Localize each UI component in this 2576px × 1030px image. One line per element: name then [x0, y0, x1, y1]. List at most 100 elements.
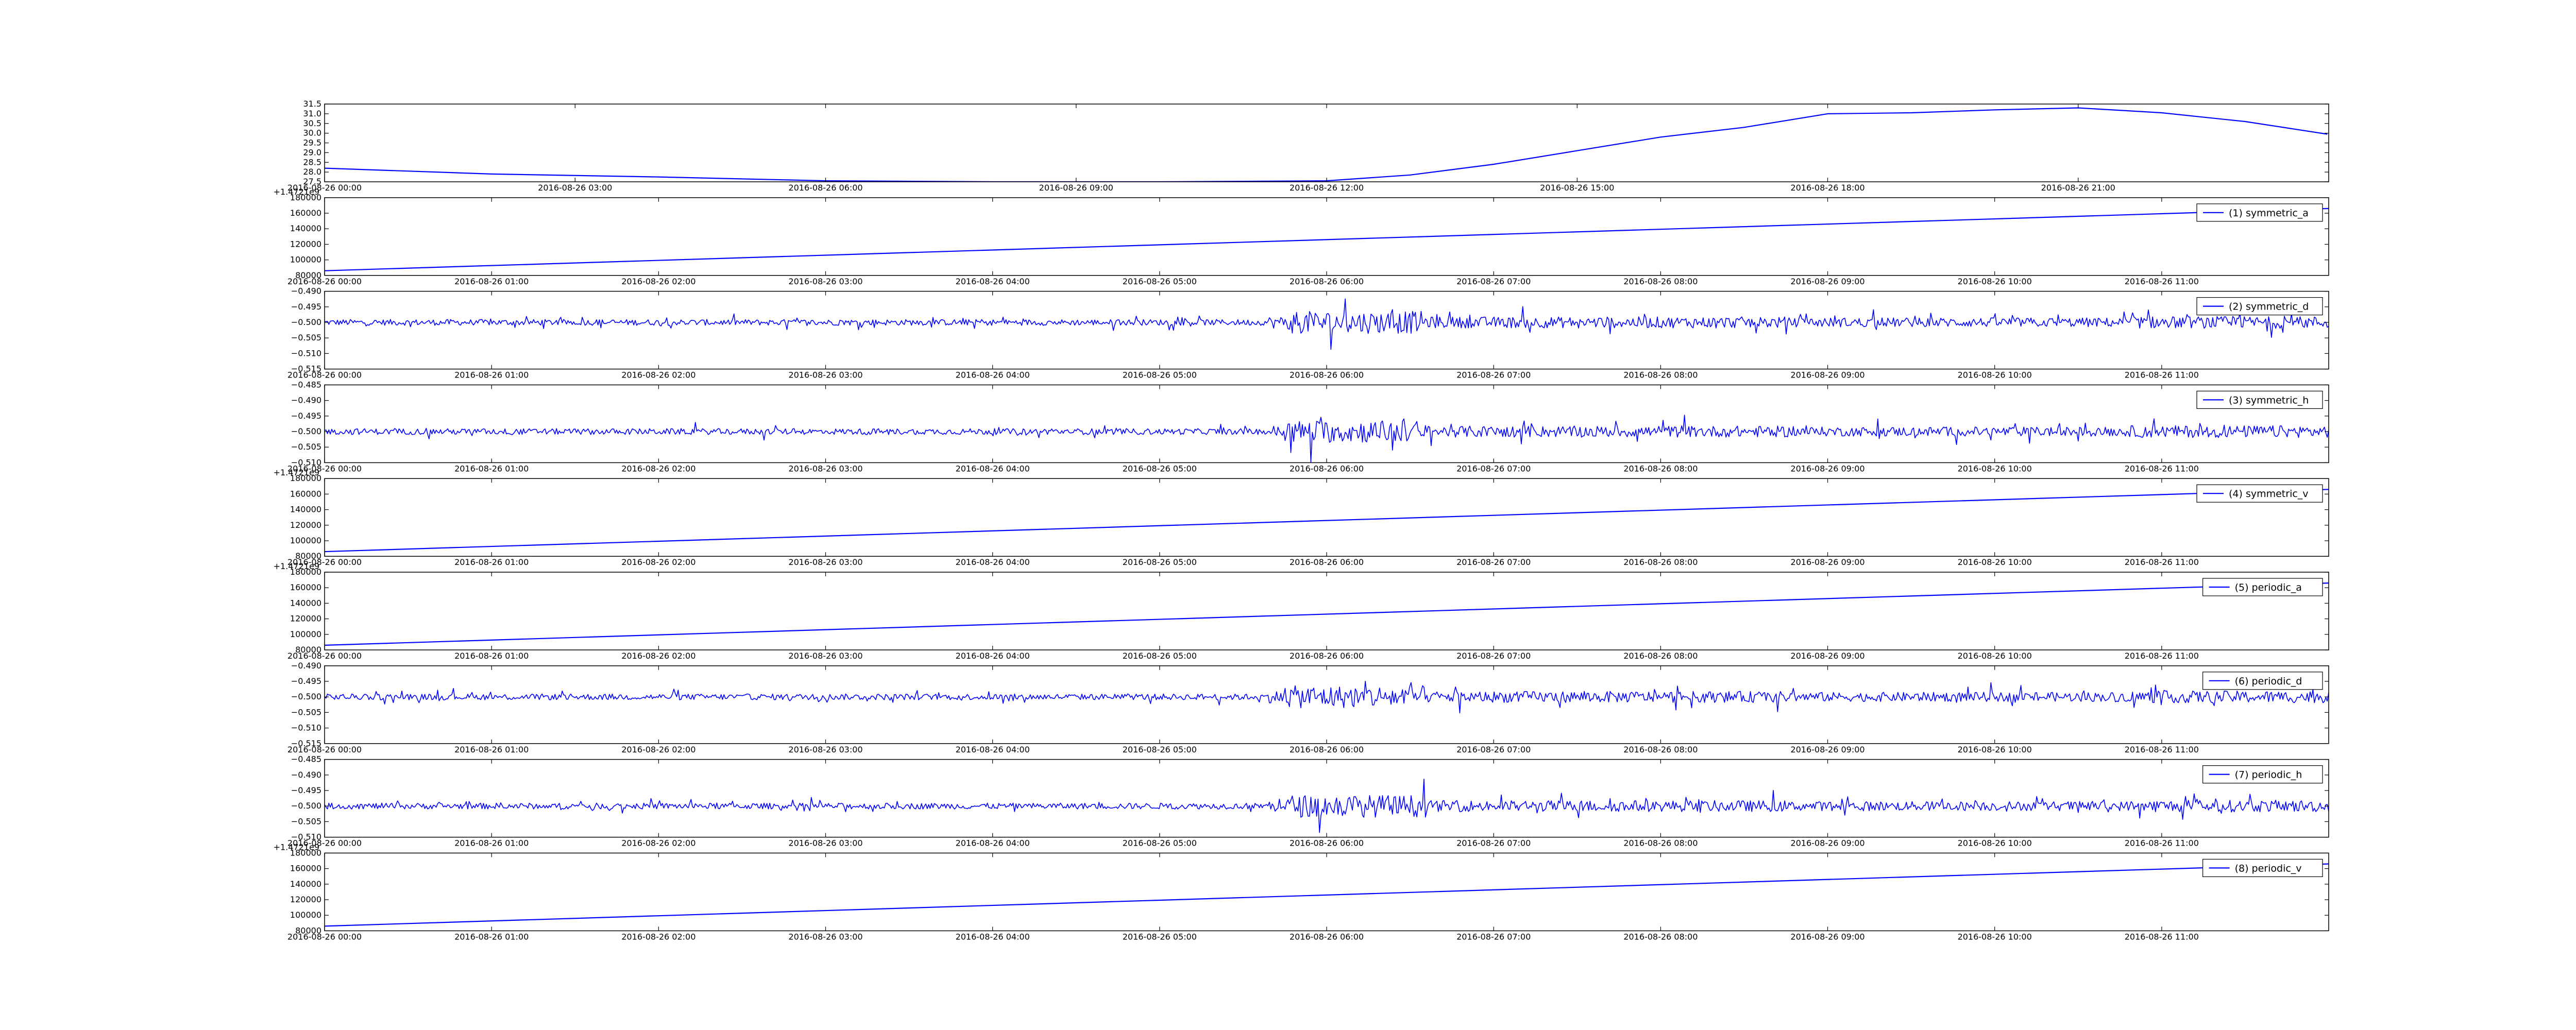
axes-frame-7 [324, 759, 2329, 838]
x-offset-label: +1.4721e9 [274, 187, 319, 197]
x-tick-label: 2016-08-26 15:00 [1540, 183, 1614, 193]
x-tick-label: 2016-08-26 08:00 [1623, 557, 1698, 567]
y-tick-label: −0.505 [291, 707, 321, 717]
legend-entry: (8) periodic_v [2235, 863, 2302, 874]
x-tick-label: 2016-08-26 09:00 [1790, 745, 1865, 754]
y-tick-label: −0.505 [291, 333, 321, 342]
x-tick-label: 2016-08-26 04:00 [956, 932, 1030, 941]
x-tick-label: 2016-08-26 01:00 [454, 277, 529, 286]
y-tick-label: −0.495 [291, 676, 321, 686]
x-tick-label: 2016-08-26 11:00 [2125, 370, 2199, 380]
x-tick-label: 2016-08-26 10:00 [1958, 745, 2032, 754]
x-tick-label: 2016-08-26 00:00 [287, 932, 362, 941]
x-tick-label: 2016-08-26 06:00 [1290, 745, 1364, 754]
x-tick-label: 2016-08-26 11:00 [2125, 932, 2199, 941]
x-tick-label: 2016-08-26 07:00 [1456, 370, 1531, 380]
y-tick-label: −0.495 [291, 302, 321, 312]
legend: (4) symmetric_v [2196, 484, 2323, 503]
legend-entry: (7) periodic_h [2235, 769, 2302, 781]
x-tick-label: 2016-08-26 06:00 [1290, 557, 1364, 567]
legend: (7) periodic_h [2202, 765, 2323, 784]
panel-5: 80000 100000 120000 140000 160000 180000 2016-… [274, 561, 2329, 661]
x-tick-label: 2016-08-26 21:00 [2041, 183, 2115, 193]
x-tick-label: 2016-08-26 09:00 [1790, 464, 1865, 473]
y-tick-label: −0.490 [291, 661, 321, 671]
y-tick-label: 140000 [290, 505, 321, 514]
x-tick-label: 2016-08-26 03:00 [788, 464, 862, 473]
axes-frame-2 [324, 290, 2329, 370]
x-tick-label: 2016-08-26 00:00 [287, 370, 362, 380]
y-tick-label: 180000 [290, 473, 321, 483]
y-tick-label: 140000 [290, 598, 321, 608]
legend-box [2196, 390, 2323, 409]
series-line-5-0 [325, 582, 2329, 646]
x-offset-label: +1.4721e9 [274, 842, 319, 852]
x-tick-label: 2016-08-26 02:00 [621, 651, 696, 661]
y-tick-label: −0.510 [291, 457, 321, 467]
x-tick-label: 2016-08-26 11:00 [2125, 557, 2199, 567]
x-tick-label: 2016-08-26 11:00 [2125, 745, 2199, 754]
x-tick-label: 2016-08-26 09:00 [1790, 277, 1865, 286]
series-line-3-0 [325, 415, 2329, 463]
series-line-8-0 [325, 863, 2329, 927]
y-tick-label: 100000 [290, 629, 321, 639]
x-tick-label: 2016-08-26 03:00 [788, 745, 862, 754]
legend: (8) periodic_v [2202, 859, 2323, 878]
y-tick-label: −0.510 [291, 832, 321, 842]
x-tick-label: 2016-08-26 10:00 [1958, 557, 2032, 567]
legend-entry: (3) symmetric_h [2229, 394, 2309, 406]
x-tick-label: 2016-08-26 01:00 [454, 464, 529, 473]
y-tick-label: 100000 [290, 536, 321, 545]
x-tick-label: 2016-08-26 05:00 [1123, 557, 1197, 567]
y-tick-label: −0.490 [291, 396, 321, 405]
y-tick-label: 140000 [290, 879, 321, 889]
panel-8: 80000 100000 120000 140000 160000 180000 2016-… [274, 842, 2329, 941]
panel-7: −0.510 −0.505 −0.500 −0.495 −0.490 −0.485 2016… [287, 754, 2329, 848]
y-tick-label: −0.510 [291, 348, 321, 358]
x-tick-label: 2016-08-26 02:00 [621, 277, 696, 286]
x-tick-label: 2016-08-26 09:00 [1790, 370, 1865, 380]
axes-frame-0 [324, 104, 2329, 182]
x-tick-label: 2016-08-26 10:00 [1958, 838, 2032, 848]
x-tick-label: 2016-08-26 10:00 [1958, 651, 2032, 661]
x-tick-label: 2016-08-26 01:00 [454, 557, 529, 567]
y-tick-label: 160000 [290, 208, 321, 218]
x-tick-label: 2016-08-26 07:00 [1456, 838, 1531, 848]
x-tick-label: 2016-08-26 01:00 [454, 932, 529, 941]
y-tick-label: 29.0 [303, 147, 321, 157]
x-tick-label: 2016-08-26 00:00 [287, 183, 362, 193]
x-tick-label: 2016-08-26 00:00 [287, 464, 362, 473]
x-tick-label: 2016-08-26 07:00 [1456, 277, 1531, 286]
series-line-1-0 [325, 208, 2329, 271]
x-tick-label: 2016-08-26 04:00 [956, 838, 1030, 848]
y-tick-label: −0.500 [291, 692, 321, 701]
y-tick-label: 27.5 [303, 177, 321, 186]
x-tick-label: 2016-08-26 05:00 [1123, 277, 1197, 286]
panel-1: 80000 100000 120000 140000 160000 180000 2016-… [274, 187, 2329, 286]
y-tick-label: 120000 [290, 895, 321, 904]
legend-entry: (6) periodic_d [2235, 676, 2302, 687]
x-tick-label: 2016-08-26 11:00 [2125, 838, 2199, 848]
panel-0: 27.528.028.529.029.530.030.531.031.5 2016… [287, 99, 2329, 193]
legend: (6) periodic_d [2202, 672, 2323, 690]
y-tick-label: 31.0 [303, 109, 321, 118]
y-tick-label: 180000 [290, 848, 321, 857]
y-tick-label: −0.495 [291, 411, 321, 421]
y-tick-label: −0.515 [291, 739, 321, 748]
x-tick-label: 2016-08-26 03:00 [788, 557, 862, 567]
x-tick-label: 2016-08-26 09:00 [1790, 838, 1865, 848]
y-tick-label: 160000 [290, 582, 321, 592]
x-tick-label: 2016-08-26 04:00 [956, 557, 1030, 567]
axes-frame-1 [324, 197, 2329, 276]
y-tick-label: 160000 [290, 864, 321, 873]
y-tick-label: 29.5 [303, 138, 321, 148]
y-tick-label: −0.505 [291, 816, 321, 826]
x-tick-label: 2016-08-26 10:00 [1958, 932, 2032, 941]
x-tick-label: 2016-08-26 11:00 [2125, 277, 2199, 286]
y-tick-label: 120000 [290, 239, 321, 249]
x-tick-label: 2016-08-26 06:00 [1290, 370, 1364, 380]
x-tick-label: 2016-08-26 01:00 [454, 651, 529, 661]
x-tick-label: 2016-08-26 05:00 [1123, 745, 1197, 754]
x-tick-label: 2016-08-26 03:00 [788, 838, 862, 848]
y-tick-label: −0.500 [291, 801, 321, 811]
